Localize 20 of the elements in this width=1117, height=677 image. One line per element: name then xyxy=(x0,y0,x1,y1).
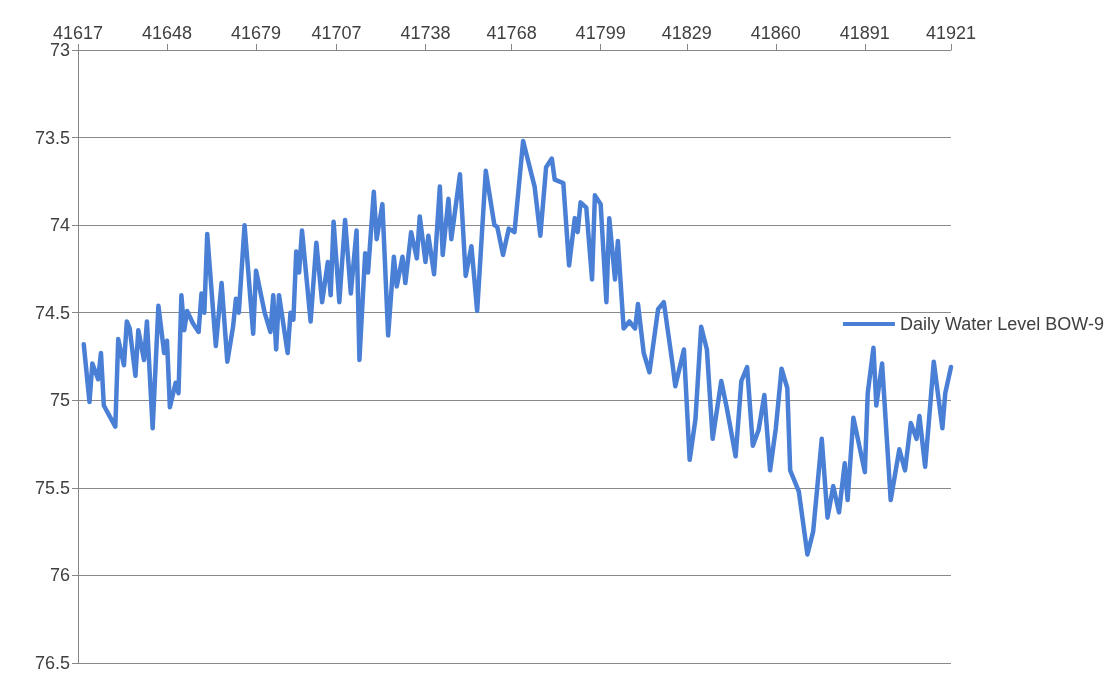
y-tick-label: 74.5 xyxy=(34,302,70,323)
legend-label: Daily Water Level BOW-9 xyxy=(899,314,1105,334)
x-tick-label: 41738 xyxy=(400,23,451,43)
y-tick-label: 73 xyxy=(49,40,70,60)
y-tick-label: 76 xyxy=(49,565,70,586)
y-tick-label: 74 xyxy=(49,215,70,236)
x-tick-label: 41707 xyxy=(311,23,362,43)
x-tick-label: 41679 xyxy=(231,23,282,43)
x-tick-label: 41829 xyxy=(661,23,712,43)
x-tick-label: 41921 xyxy=(925,23,977,43)
y-tick-label: 75 xyxy=(49,390,70,411)
y-tick-label: 76.5 xyxy=(34,653,70,673)
y-tick-label: 75.5 xyxy=(34,477,70,498)
x-tick-label: 41799 xyxy=(575,23,626,43)
x-tick-label: 41648 xyxy=(141,23,193,43)
x-tick-label: 41891 xyxy=(839,23,890,43)
y-tick-label: 73.5 xyxy=(34,127,70,148)
x-tick-label: 41768 xyxy=(486,23,537,43)
x-tick-label: 41617 xyxy=(52,23,104,43)
x-tick-label: 41860 xyxy=(750,23,801,43)
